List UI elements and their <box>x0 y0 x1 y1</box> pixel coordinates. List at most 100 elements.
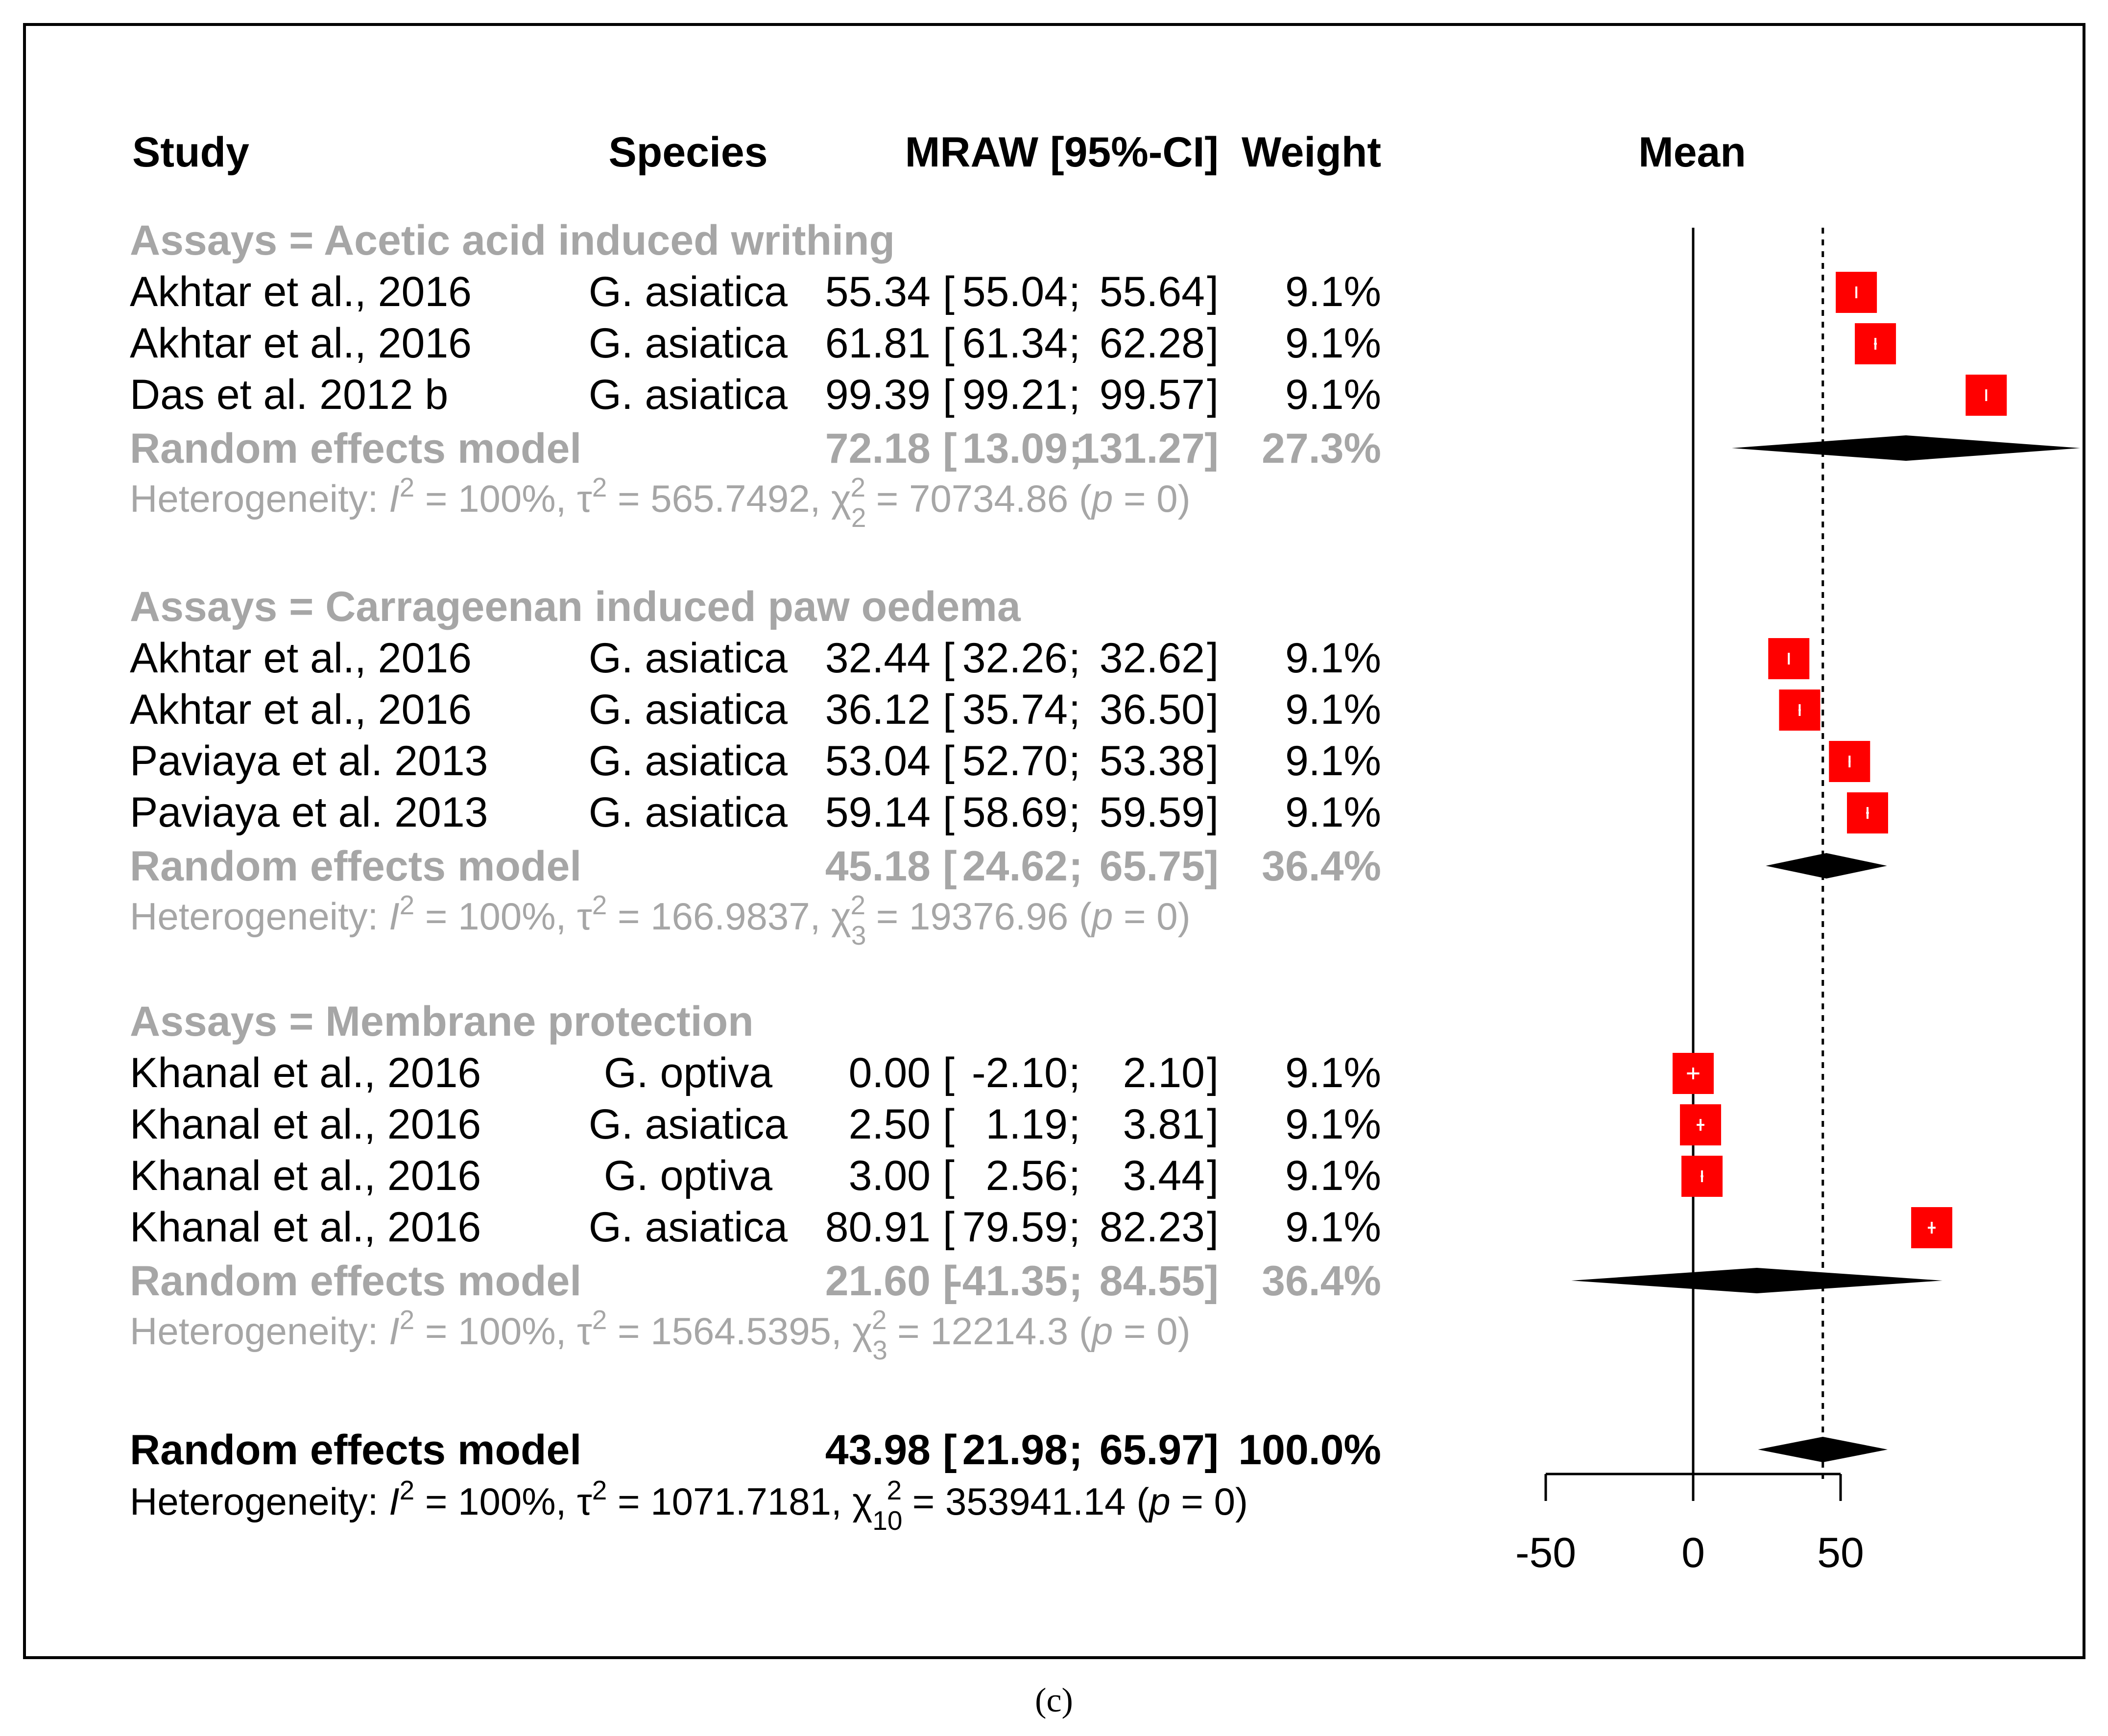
study-marker <box>1965 375 2007 416</box>
study-weight: 9.1% <box>1285 789 1381 836</box>
study-marker <box>1836 272 1877 313</box>
figure-caption: (c) <box>1035 1682 1073 1719</box>
study-ci-lower: 61.34 <box>962 320 1068 367</box>
study-weight: 9.1% <box>1285 371 1381 418</box>
study-ci-sep: ; <box>1069 1101 1080 1148</box>
subgroup-model-ci-close: ] <box>1204 1258 1219 1305</box>
study-name: Akhtar et al., 2016 <box>130 320 472 367</box>
study-name: Khanal et al., 2016 <box>130 1152 481 1199</box>
study-estimate: 99.39 <box>825 371 931 418</box>
study-ci-lower: 99.21 <box>962 371 1068 418</box>
subgroup-title: Assays = Carrageenan induced paw oedema <box>130 583 1021 630</box>
study-name: Das et al. 2012 b <box>130 371 448 418</box>
overall-model-ci-lower: 21.98 <box>962 1427 1068 1474</box>
subgroup-heterogeneity: Heterogeneity: I2 = 100%, τ2 = 166.9837,… <box>130 890 1191 951</box>
study-ci-close: ] <box>1207 320 1219 367</box>
study-ci-upper: 62.28 <box>1100 320 1205 367</box>
header-study: Study <box>132 129 249 176</box>
study-ci-upper: 99.57 <box>1100 371 1205 418</box>
study-species: G. asiatica <box>589 1101 788 1148</box>
study-ci-lower: 35.74 <box>962 686 1068 733</box>
study-ci-upper: 2.10 <box>1123 1049 1205 1096</box>
overall-diamond <box>1758 1437 1888 1462</box>
subgroup-model-label: Random effects model <box>130 425 581 472</box>
study-weight: 9.1% <box>1285 635 1381 682</box>
study-ci-upper: 3.81 <box>1123 1101 1205 1148</box>
study-ci-upper: 55.64 <box>1100 268 1205 315</box>
study-name: Paviaya et al. 2013 <box>130 737 488 785</box>
study-ci-lower: 1.19 <box>986 1101 1068 1148</box>
study-ci-open: [ <box>943 320 955 367</box>
subgroup-model-weight: 36.4% <box>1262 1258 1381 1305</box>
study-species: G. optiva <box>604 1152 772 1199</box>
study-ci-close: ] <box>1207 1049 1219 1096</box>
overall-model-ci-upper: 65.97 <box>1100 1427 1205 1474</box>
study-species: G. asiatica <box>589 268 788 315</box>
study-ci-close: ] <box>1207 789 1219 836</box>
study-ci-lower: 52.70 <box>962 737 1068 785</box>
subgroup-model-ci-close: ] <box>1204 425 1219 472</box>
subgroup-heterogeneity: Heterogeneity: I2 = 100%, τ2 = 1564.5395… <box>130 1305 1191 1365</box>
study-ci-lower: 2.56 <box>986 1152 1068 1199</box>
study-marker <box>1768 638 1810 679</box>
subgroup-model-ci-upper: 131.27 <box>1076 425 1205 472</box>
study-marker <box>1680 1104 1722 1145</box>
subgroup-diamond <box>1571 1268 1942 1293</box>
study-ci-close: ] <box>1207 268 1219 315</box>
subgroup-model-ci-lower: 13.09 <box>962 425 1068 472</box>
study-species: G. optiva <box>604 1049 772 1096</box>
study-weight: 9.1% <box>1285 1152 1381 1199</box>
study-name: Akhtar et al., 2016 <box>130 635 472 682</box>
subgroup-title: Assays = Membrane protection <box>130 998 754 1045</box>
subgroup-model-ci-sep: ; <box>1069 1258 1083 1305</box>
study-ci-sep: ; <box>1069 1152 1080 1199</box>
study-ci-upper: 53.38 <box>1100 737 1205 785</box>
study-name: Akhtar et al., 2016 <box>130 686 472 733</box>
study-ci-open: [ <box>943 686 955 733</box>
study-ci-open: [ <box>943 1049 955 1096</box>
study-estimate: 36.12 <box>825 686 931 733</box>
study-weight: 9.1% <box>1285 686 1381 733</box>
study-ci-open: [ <box>943 789 955 836</box>
figure-frame <box>23 23 2085 1659</box>
study-marker <box>1911 1207 1953 1248</box>
study-ci-close: ] <box>1207 1101 1219 1148</box>
study-ci-upper: 36.50 <box>1100 686 1205 733</box>
study-weight: 9.1% <box>1285 268 1381 315</box>
subgroup-model-label: Random effects model <box>130 843 581 890</box>
study-name: Akhtar et al., 2016 <box>130 268 472 315</box>
study-ci-open: [ <box>943 1204 955 1251</box>
subgroup-model-ci-lower: -41.35 <box>948 1258 1068 1305</box>
subgroup-title: Assays = Acetic acid induced writhing <box>130 217 895 264</box>
x-axis-tick-label: 0 <box>1681 1529 1705 1576</box>
study-weight: 9.1% <box>1285 1204 1381 1251</box>
header-weight: Weight <box>1242 129 1381 176</box>
study-ci-lower: 55.04 <box>962 268 1068 315</box>
subgroup-model-ci-close: ] <box>1204 843 1219 890</box>
subgroup-model-estimate: 21.60 <box>825 1258 931 1305</box>
overall-model-label: Random effects model <box>130 1427 581 1474</box>
study-estimate: 2.50 <box>849 1101 931 1148</box>
overall-model-estimate: 43.98 <box>825 1427 931 1474</box>
study-ci-upper: 32.62 <box>1100 635 1205 682</box>
study-name: Khanal et al., 2016 <box>130 1204 481 1251</box>
forest-text-table: Assays = Acetic acid induced writhingAkh… <box>130 217 1381 1536</box>
study-ci-close: ] <box>1207 635 1219 682</box>
subgroup-diamond <box>1766 853 1887 879</box>
study-ci-close: ] <box>1207 1152 1219 1199</box>
study-weight: 9.1% <box>1285 737 1381 785</box>
study-species: G. asiatica <box>589 320 788 367</box>
study-species: G. asiatica <box>589 789 788 836</box>
subgroup-model-ci-open: [ <box>943 843 957 890</box>
subgroup-model-label: Random effects model <box>130 1258 581 1305</box>
study-weight: 9.1% <box>1285 1049 1381 1096</box>
study-name: Khanal et al., 2016 <box>130 1049 481 1096</box>
study-ci-sep: ; <box>1069 635 1080 682</box>
study-species: G. asiatica <box>589 1204 788 1251</box>
study-ci-upper: 59.59 <box>1100 789 1205 836</box>
subgroup-model-ci-sep: ; <box>1069 843 1083 890</box>
study-species: G. asiatica <box>589 737 788 785</box>
x-axis-tick-label: -50 <box>1515 1529 1576 1576</box>
study-marker <box>1779 690 1821 731</box>
